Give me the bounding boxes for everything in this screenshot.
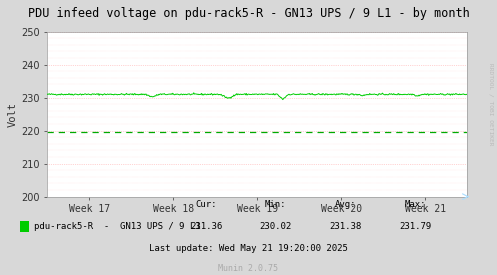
Text: RRDTOOL / TOBI OETIKER: RRDTOOL / TOBI OETIKER: [489, 63, 494, 146]
Text: Min:: Min:: [265, 200, 287, 209]
Text: 230.02: 230.02: [260, 222, 292, 231]
Y-axis label: Volt: Volt: [8, 102, 18, 126]
Text: Avg:: Avg:: [334, 200, 356, 209]
Text: 231.38: 231.38: [330, 222, 361, 231]
Text: PDU infeed voltage on pdu-rack5-R - GN13 UPS / 9 L1 - by month: PDU infeed voltage on pdu-rack5-R - GN13…: [28, 7, 469, 20]
Text: 231.36: 231.36: [190, 222, 222, 231]
Text: Cur:: Cur:: [195, 200, 217, 209]
Text: 231.79: 231.79: [399, 222, 431, 231]
Text: Max:: Max:: [404, 200, 426, 209]
Text: pdu-rack5-R  -  GN13 UPS / 9 L1: pdu-rack5-R - GN13 UPS / 9 L1: [34, 222, 200, 231]
Text: Last update: Wed May 21 19:20:00 2025: Last update: Wed May 21 19:20:00 2025: [149, 244, 348, 253]
Text: Munin 2.0.75: Munin 2.0.75: [219, 265, 278, 273]
